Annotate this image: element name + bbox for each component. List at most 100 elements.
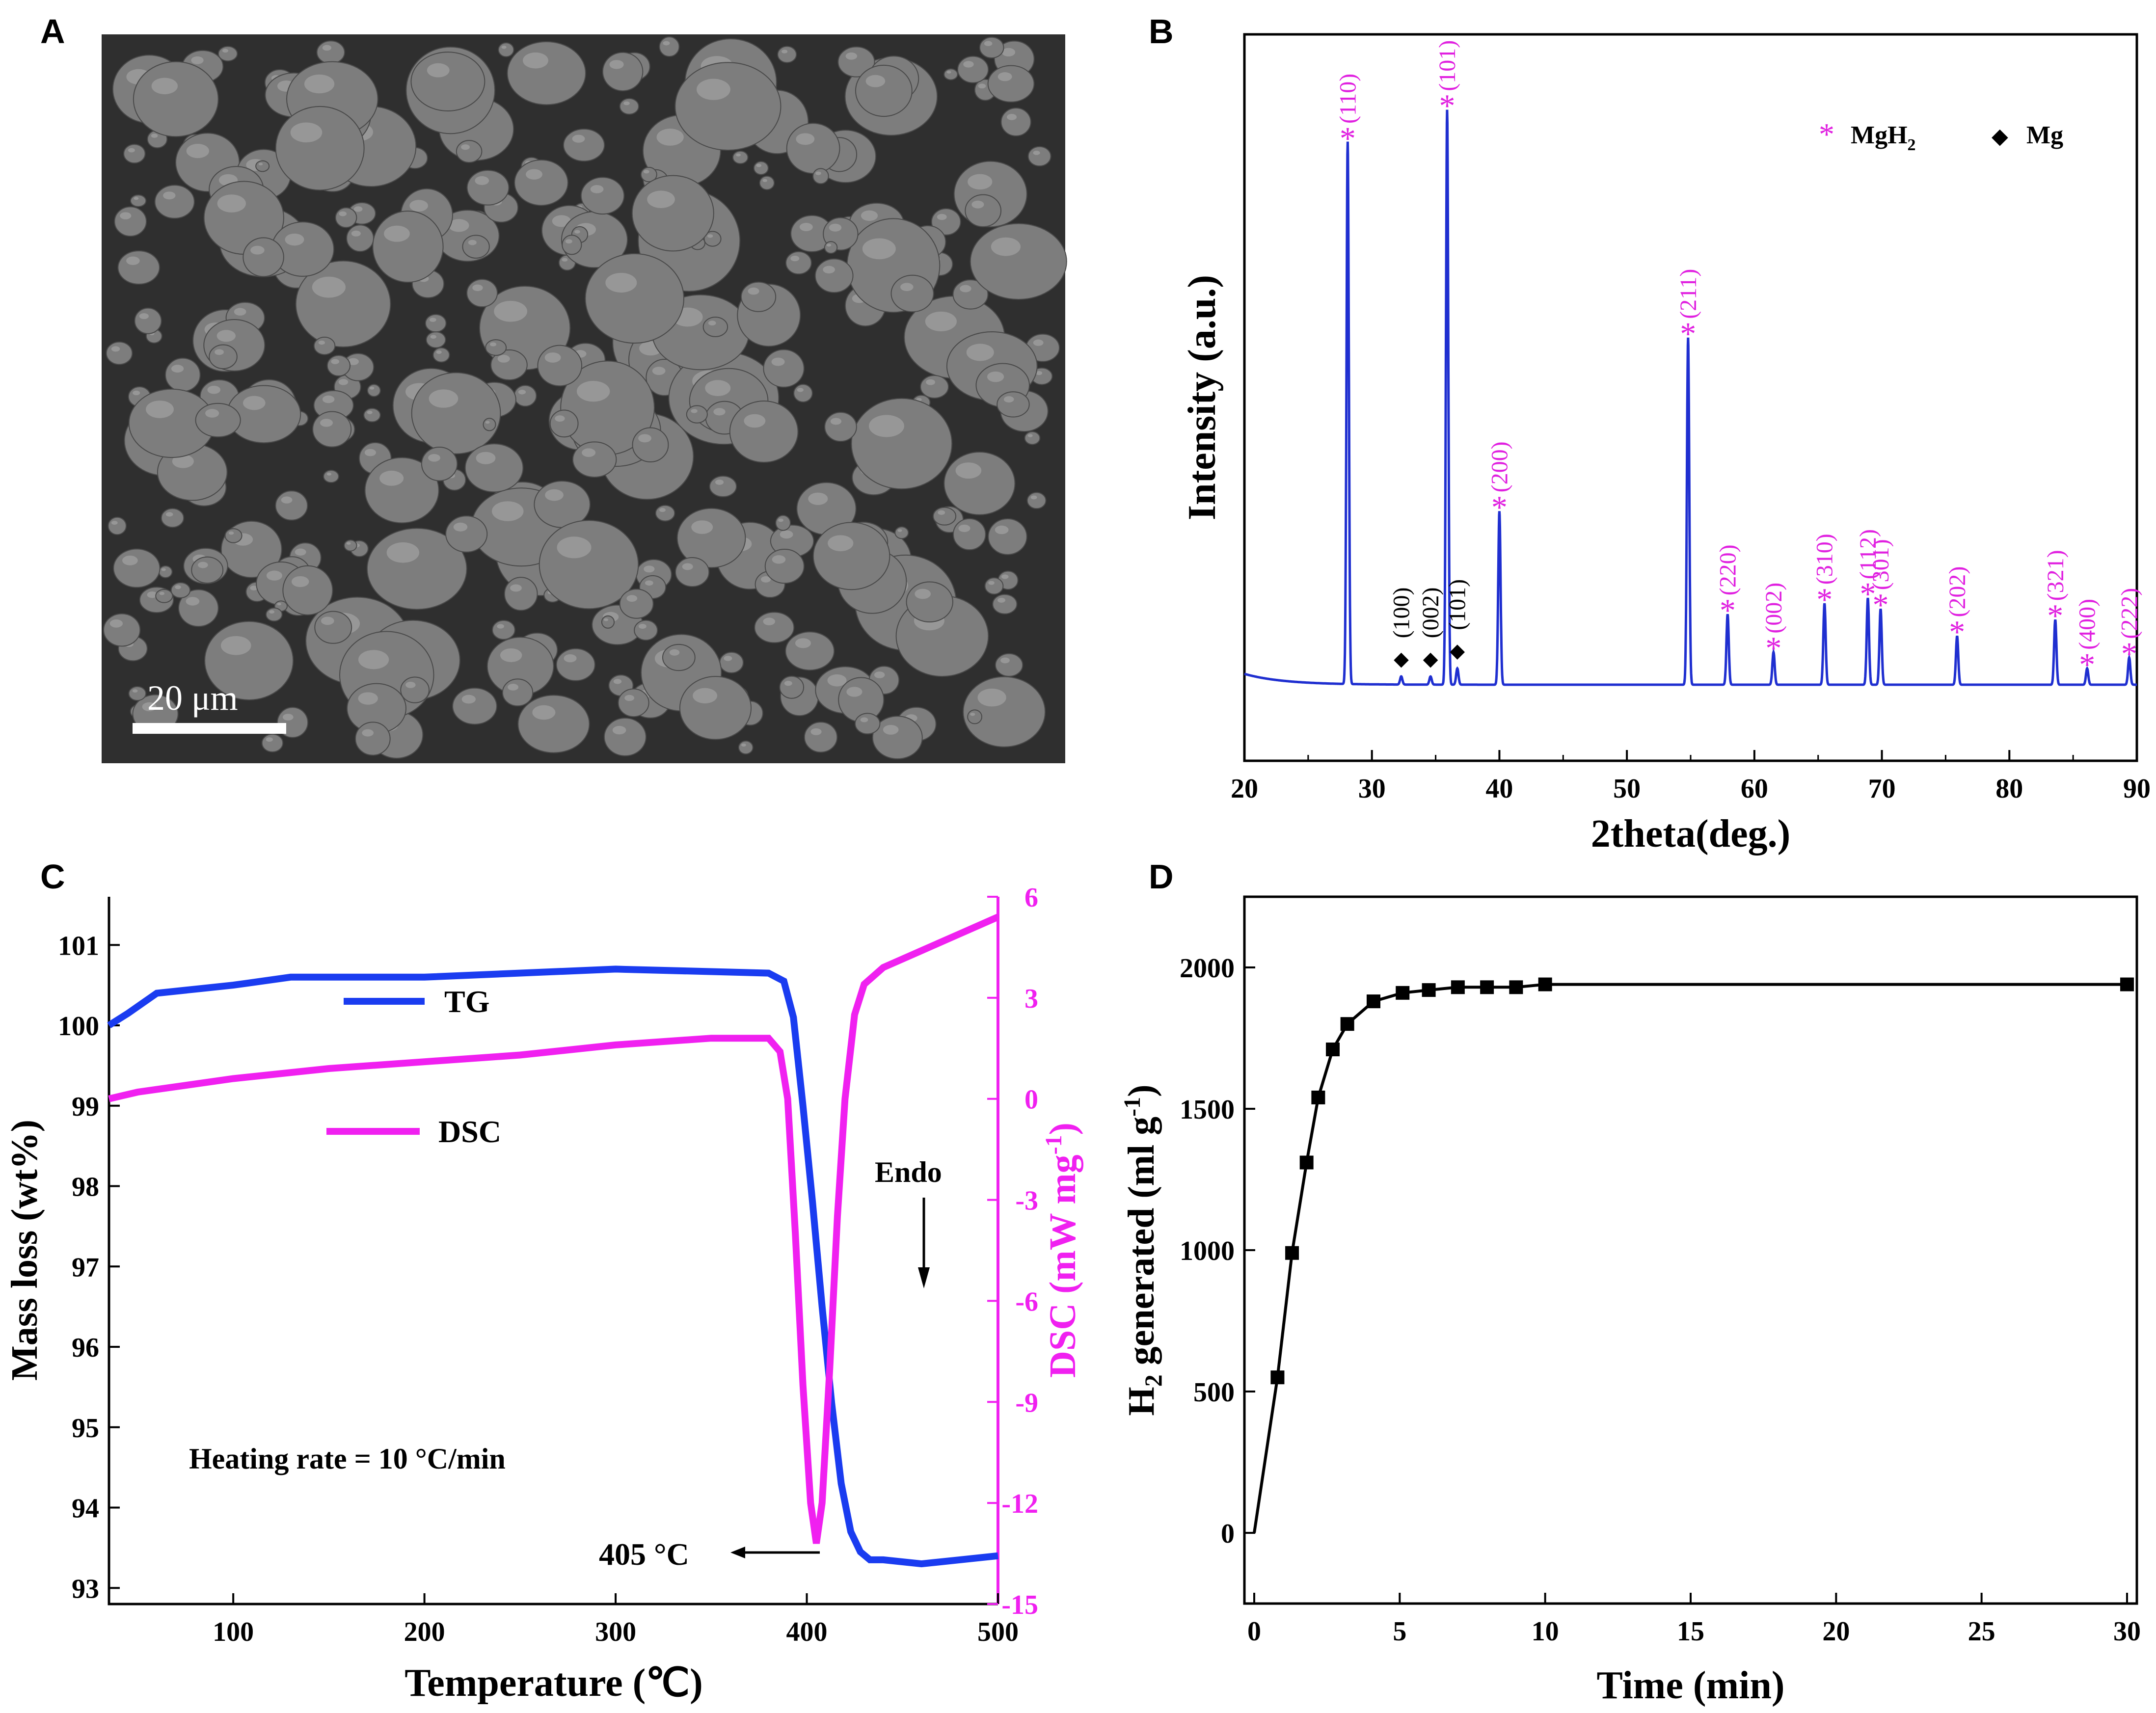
- sem-particle: [738, 740, 754, 755]
- sem-particle: [763, 349, 805, 388]
- sem-particle-highlight: [1001, 574, 1009, 579]
- sem-particle: [585, 253, 685, 344]
- sem-particle-highlight: [1033, 150, 1040, 155]
- sem-particle: [425, 314, 447, 333]
- sem-particle: [1026, 492, 1047, 509]
- sem-particle: [364, 457, 439, 524]
- h2-y-tick-label: 1500: [1180, 1095, 1235, 1125]
- sem-particle-highlight: [624, 695, 635, 701]
- xrd-peak-label: (400): [2075, 599, 2101, 650]
- sem-particle: [275, 490, 308, 521]
- sem-particle-highlight: [865, 75, 886, 87]
- sem-particle: [178, 589, 219, 627]
- sem-particle-highlight: [461, 695, 476, 704]
- legend-mg-label: Mg: [2026, 121, 2063, 149]
- tg-y-tick-label: 97: [72, 1252, 99, 1283]
- mgh2-peak-marker: *: [1765, 631, 1781, 667]
- sem-particle-highlight: [429, 318, 436, 322]
- panel-a-letter: A: [40, 12, 65, 51]
- mgh2-peak-marker: *: [1491, 489, 1508, 525]
- h2-data-point: [1422, 983, 1436, 997]
- sem-particle-highlight: [968, 174, 993, 190]
- legend-mg-marker: ◆: [1992, 124, 2008, 148]
- sem-particle-highlight: [427, 63, 450, 78]
- mgh2-peak-marker: *: [1720, 592, 1736, 628]
- xrd-x-tick-label: 50: [1613, 774, 1641, 804]
- xrd-x-tick-label: 70: [1868, 774, 1896, 804]
- sem-particle-highlight: [269, 610, 275, 614]
- sem-particle: [507, 41, 586, 106]
- sem-particle-highlight: [862, 238, 896, 260]
- sem-particle: [502, 678, 534, 707]
- dsc-y-tick-label: 0: [1024, 1085, 1038, 1115]
- sem-particle-highlight: [523, 52, 548, 69]
- sem-particle-highlight: [132, 689, 138, 693]
- tg-y-tick-label: 98: [72, 1172, 99, 1203]
- xrd-x-axis-title: 2theta(deg.): [1591, 812, 1791, 856]
- xrd-y-axis-title: Intensity (a.u.): [1181, 275, 1224, 520]
- sem-particle-highlight: [562, 258, 568, 262]
- xrd-peak-label: (002): [1418, 587, 1444, 638]
- sem-particle-highlight: [109, 619, 123, 628]
- sem-particle: [313, 336, 336, 355]
- sem-particle-highlight: [476, 452, 496, 464]
- sem-particle: [965, 194, 1002, 227]
- sem-particle-highlight: [984, 41, 993, 46]
- sem-particle-highlight: [312, 276, 346, 298]
- sem-particle: [952, 279, 989, 310]
- sem-particle-highlight: [915, 589, 931, 599]
- sem-particle: [619, 589, 654, 619]
- tg-x-tick-label: 300: [595, 1617, 636, 1647]
- tg-y-tick-label: 95: [72, 1413, 99, 1444]
- h2-x-tick-label: 15: [1677, 1616, 1704, 1647]
- heating-rate-annotation: Heating rate = 10 °C/min: [189, 1443, 506, 1475]
- sem-particle: [411, 372, 501, 455]
- h2-x-tick-label: 30: [2113, 1616, 2141, 1647]
- sem-particle: [295, 260, 391, 348]
- sem-particle-highlight: [215, 349, 224, 355]
- xrd-peak-label: (301): [1868, 539, 1894, 590]
- sem-particle: [686, 405, 708, 424]
- sem-particle-highlight: [790, 256, 800, 262]
- sem-particle: [872, 716, 923, 760]
- sem-particle-highlight: [175, 585, 181, 589]
- sem-particle-highlight: [795, 638, 811, 648]
- sem-particle: [367, 384, 381, 397]
- sem-particle-highlight: [545, 489, 564, 501]
- h2-x-tick-label: 10: [1532, 1616, 1559, 1647]
- sem-particle-highlight: [772, 555, 786, 564]
- sem-particle: [987, 65, 1035, 103]
- dsc-y-axis-title: DSC (mW mg-1): [1041, 1123, 1083, 1378]
- sem-particle-highlight: [165, 512, 173, 517]
- sem-particle: [158, 565, 173, 578]
- sem-particle: [123, 144, 146, 164]
- sem-particle-highlight: [320, 419, 333, 427]
- sem-particle-highlight: [605, 272, 637, 293]
- sem-particle-highlight: [428, 454, 440, 462]
- sem-particle-highlight: [436, 350, 442, 354]
- sem-particle: [113, 548, 161, 588]
- xrd-pattern-line: [1244, 109, 2137, 686]
- sem-particle-highlight: [830, 418, 842, 425]
- xrd-x-ticks: 20 30 40 50 60 70 80 90: [1231, 750, 2151, 804]
- sem-particle-highlight: [582, 448, 596, 457]
- sem-particle-highlight: [429, 389, 458, 408]
- sem-particle-highlight: [744, 414, 766, 428]
- sem-particle: [426, 331, 446, 348]
- sem-particle-highlight: [491, 501, 524, 521]
- sem-particle-highlight: [659, 508, 666, 512]
- h2-data-point: [1480, 980, 1494, 994]
- sem-particle: [894, 526, 909, 539]
- sem-particle-highlight: [353, 206, 363, 212]
- sem-particle-highlight: [761, 576, 771, 583]
- sem-particle-highlight: [186, 144, 210, 159]
- sem-particle: [775, 515, 791, 531]
- sem-particle: [464, 443, 524, 493]
- sem-particle: [191, 556, 224, 584]
- sem-particle-highlight: [468, 240, 477, 245]
- sem-particle-highlight: [826, 243, 832, 247]
- sem-particle-highlight: [1030, 495, 1037, 500]
- sem-particle: [323, 470, 339, 483]
- sem-particle: [732, 150, 749, 164]
- mgh2-peak-marker: *: [1872, 587, 1888, 623]
